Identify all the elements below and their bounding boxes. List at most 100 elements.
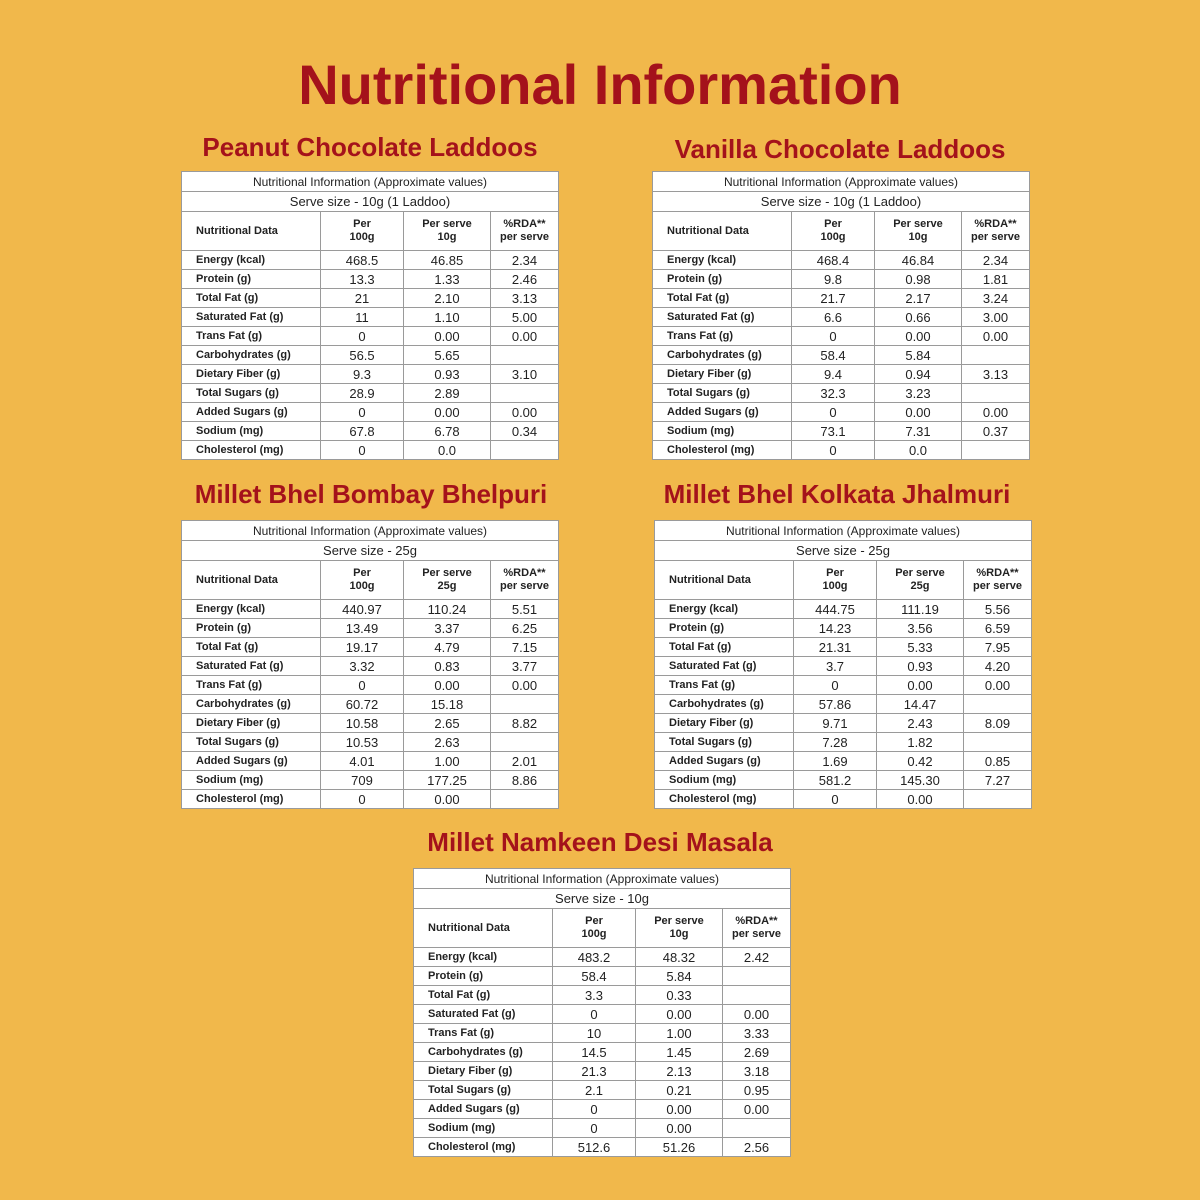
nutrient-value: 21 (320, 288, 404, 308)
column-header: Per serve 10g (635, 908, 723, 948)
nutrient-value: 13.49 (320, 618, 404, 638)
nutrient-value: 0 (793, 675, 877, 695)
data-row: Carbohydrates (g) 56.5 5.65 (181, 345, 559, 365)
data-row: Added Sugars (g) 0 0.00 0.00 (413, 1099, 791, 1119)
nutrient-value: 10.53 (320, 732, 404, 752)
nutrient-value: 48.32 (635, 947, 723, 967)
nutrient-value: 444.75 (793, 599, 877, 619)
caption-row: Nutritional Information (Approximate val… (181, 171, 559, 192)
nutrient-value: 2.1 (552, 1080, 636, 1100)
nutrient-value: 1.45 (635, 1042, 723, 1062)
nutrient-value: 2.56 (722, 1137, 791, 1157)
nutrient-value: 0.83 (403, 656, 491, 676)
panel-title: Millet Bhel Bombay Bhelpuri (194, 479, 548, 509)
serve-row: Serve size - 25g (181, 540, 559, 561)
nutrient-value: 1.82 (876, 732, 964, 752)
nutrient-value: 3.13 (490, 288, 559, 308)
data-row: Total Fat (g) 3.3 0.33 (413, 985, 791, 1005)
nutrient-value: 73.1 (791, 421, 875, 441)
column-header: Nutritional Data (654, 560, 794, 600)
nutrient-value: 5.51 (490, 599, 559, 619)
nutrient-value: 0 (320, 402, 404, 422)
nutrient-name: Saturated Fat (g) (413, 1004, 553, 1024)
data-row: Energy (kcal) 440.97 110.24 5.51 (181, 599, 559, 619)
nutrient-value: 21.7 (791, 288, 875, 308)
data-row: Saturated Fat (g) 3.32 0.83 3.77 (181, 656, 559, 676)
data-row: Energy (kcal) 483.2 48.32 2.42 (413, 947, 791, 967)
data-row: Trans Fat (g) 0 0.00 0.00 (181, 675, 559, 695)
nutrient-value: 0.85 (963, 751, 1032, 771)
nutrient-value: 3.32 (320, 656, 404, 676)
nutrient-name: Total Fat (g) (652, 288, 792, 308)
data-row: Protein (g) 14.23 3.56 6.59 (654, 618, 1032, 638)
nutrient-value: 3.00 (961, 307, 1030, 327)
nutrient-name: Saturated Fat (g) (652, 307, 792, 327)
caption: Nutritional Information (Approximate val… (413, 868, 791, 889)
nutrition-table: Nutritional Information (Approximate val… (181, 171, 559, 460)
nutrient-value: 0 (793, 789, 877, 809)
nutrient-value: 0 (791, 326, 875, 346)
nutrient-name: Dietary Fiber (g) (181, 364, 321, 384)
page-title: Nutritional Information (298, 53, 902, 116)
nutrient-name: Trans Fat (g) (181, 675, 321, 695)
data-row: Protein (g) 13.3 1.33 2.46 (181, 269, 559, 289)
nutrient-value: 9.8 (791, 269, 875, 289)
nutrient-name: Cholesterol (mg) (652, 440, 792, 460)
nutrient-value: 1.33 (403, 269, 491, 289)
nutrient-value: 67.8 (320, 421, 404, 441)
nutrient-value: 0 (791, 440, 875, 460)
nutrient-name: Cholesterol (mg) (181, 440, 321, 460)
panel-title: Peanut Chocolate Laddoos (202, 132, 538, 162)
nutrient-value (490, 383, 559, 403)
data-row: Cholesterol (mg) 0 0.00 (654, 789, 1032, 809)
nutrient-value: 5.33 (876, 637, 964, 657)
data-row: Saturated Fat (g) 6.6 0.66 3.00 (652, 307, 1030, 327)
nutrient-value (963, 789, 1032, 809)
nutrient-value: 1.81 (961, 269, 1030, 289)
data-row: Cholesterol (mg) 0 0.0 (652, 440, 1030, 460)
column-header: Per serve 25g (876, 560, 964, 600)
column-header: Per 100g (793, 560, 877, 600)
data-row: Total Fat (g) 21 2.10 3.13 (181, 288, 559, 308)
nutrient-value (490, 732, 559, 752)
nutrient-value: 6.59 (963, 618, 1032, 638)
nutrition-table: Nutritional Information (Approximate val… (654, 520, 1032, 809)
nutrient-value: 7.28 (793, 732, 877, 752)
column-header: %RDA** per serve (490, 560, 559, 600)
nutrient-value: 2.34 (961, 250, 1030, 270)
nutrient-name: Energy (kcal) (181, 250, 321, 270)
nutrient-value: 0 (552, 1004, 636, 1024)
nutrient-name: Protein (g) (181, 269, 321, 289)
nutrient-value: 14.5 (552, 1042, 636, 1062)
nutrient-name: Sodium (mg) (181, 770, 321, 790)
nutrient-value: 2.10 (403, 288, 491, 308)
nutrient-value (961, 440, 1030, 460)
nutrient-value: 11 (320, 307, 404, 327)
nutrient-name: Added Sugars (g) (181, 402, 321, 422)
nutrient-name: Dietary Fiber (g) (654, 713, 794, 733)
nutrient-value: 56.5 (320, 345, 404, 365)
nutrient-name: Protein (g) (652, 269, 792, 289)
data-row: Added Sugars (g) 4.01 1.00 2.01 (181, 751, 559, 771)
data-row: Dietary Fiber (g) 10.58 2.65 8.82 (181, 713, 559, 733)
nutrient-name: Energy (kcal) (652, 250, 792, 270)
nutrient-value: 468.4 (791, 250, 875, 270)
data-row: Trans Fat (g) 0 0.00 0.00 (652, 326, 1030, 346)
data-row: Carbohydrates (g) 58.4 5.84 (652, 345, 1030, 365)
nutrient-value: 13.3 (320, 269, 404, 289)
nutrient-value (490, 440, 559, 460)
data-row: Cholesterol (mg) 0 0.0 (181, 440, 559, 460)
nutrient-value: 0.93 (876, 656, 964, 676)
nutrient-name: Sodium (mg) (413, 1118, 553, 1138)
caption-row: Nutritional Information (Approximate val… (652, 171, 1030, 192)
nutrient-value: 0.00 (876, 789, 964, 809)
data-row: Sodium (mg) 0 0.00 (413, 1118, 791, 1138)
nutrient-value: 3.10 (490, 364, 559, 384)
nutrient-value: 0.00 (403, 789, 491, 809)
nutrient-name: Protein (g) (181, 618, 321, 638)
nutrient-value: 483.2 (552, 947, 636, 967)
nutrient-name: Total Sugars (g) (181, 732, 321, 752)
nutrient-value: 0.00 (874, 326, 962, 346)
nutrient-name: Trans Fat (g) (652, 326, 792, 346)
data-row: Carbohydrates (g) 14.5 1.45 2.69 (413, 1042, 791, 1062)
